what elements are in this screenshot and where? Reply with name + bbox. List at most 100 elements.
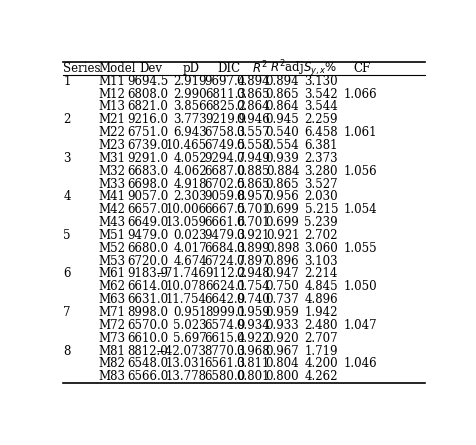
Text: 1.056: 1.056 [343, 165, 377, 178]
Text: M73: M73 [98, 332, 125, 345]
Text: 6614.0: 6614.0 [127, 280, 169, 293]
Text: 0.957: 0.957 [236, 190, 270, 203]
Text: Model: Model [98, 62, 136, 75]
Text: 6566.0: 6566.0 [127, 370, 169, 383]
Text: M22: M22 [98, 126, 125, 139]
Text: 6649.0: 6649.0 [127, 216, 169, 229]
Text: 6751.0: 6751.0 [127, 126, 169, 139]
Text: 8770.3: 8770.3 [205, 344, 246, 358]
Text: 8: 8 [63, 344, 70, 358]
Text: 10.465: 10.465 [166, 139, 207, 152]
Text: 0.959: 0.959 [236, 306, 270, 319]
Text: 6580.0: 6580.0 [205, 370, 246, 383]
Text: 2.259: 2.259 [305, 113, 338, 126]
Text: 6808.0: 6808.0 [127, 88, 169, 101]
Text: 0.737: 0.737 [266, 293, 299, 306]
Text: 9694.5: 9694.5 [127, 75, 169, 88]
Text: 2: 2 [63, 113, 70, 126]
Text: 0.947: 0.947 [266, 267, 299, 280]
Text: 0.811: 0.811 [237, 357, 270, 370]
Text: 0.939: 0.939 [266, 152, 299, 165]
Text: 9479.0: 9479.0 [127, 229, 169, 242]
Text: M53: M53 [98, 255, 125, 267]
Text: 4.200: 4.200 [304, 357, 338, 370]
Text: 1.055: 1.055 [343, 242, 377, 255]
Text: 4: 4 [63, 190, 71, 203]
Text: 0.865: 0.865 [236, 88, 270, 101]
Text: 0.949: 0.949 [236, 152, 270, 165]
Text: 3.773: 3.773 [173, 113, 207, 126]
Text: M83: M83 [98, 370, 125, 383]
Text: 0.701: 0.701 [236, 216, 270, 229]
Text: 6661.6: 6661.6 [205, 216, 246, 229]
Text: 6657.0: 6657.0 [127, 203, 169, 216]
Text: 10.006: 10.006 [166, 203, 207, 216]
Text: 0.967: 0.967 [266, 344, 299, 358]
Text: 1.942: 1.942 [305, 306, 338, 319]
Text: M23: M23 [98, 139, 125, 152]
Text: 0.921: 0.921 [236, 229, 270, 242]
Text: 6: 6 [63, 267, 71, 280]
Text: 7: 7 [63, 306, 71, 319]
Text: 8812.0: 8812.0 [128, 344, 169, 358]
Text: Dev: Dev [139, 62, 162, 75]
Text: 4.845: 4.845 [304, 280, 338, 293]
Text: M31: M31 [98, 152, 125, 165]
Text: 1.047: 1.047 [343, 319, 377, 332]
Text: 3.103: 3.103 [304, 255, 338, 267]
Text: M33: M33 [98, 178, 125, 190]
Text: 0.899: 0.899 [236, 242, 270, 255]
Text: 0.920: 0.920 [266, 332, 299, 345]
Text: 6610.0: 6610.0 [127, 332, 169, 345]
Text: 4.052: 4.052 [173, 152, 207, 165]
Text: 11.754: 11.754 [166, 293, 207, 306]
Text: M42: M42 [98, 203, 125, 216]
Text: 3.544: 3.544 [304, 101, 338, 113]
Text: 0.945: 0.945 [266, 113, 299, 126]
Text: M43: M43 [98, 216, 125, 229]
Text: 6642.9: 6642.9 [205, 293, 246, 306]
Text: 9219.9: 9219.9 [205, 113, 246, 126]
Text: 0.934: 0.934 [236, 319, 270, 332]
Text: 0.968: 0.968 [236, 344, 270, 358]
Text: 6624.1: 6624.1 [205, 280, 246, 293]
Text: 6561.3: 6561.3 [205, 357, 246, 370]
Text: 2.480: 2.480 [305, 319, 338, 332]
Text: 13.059: 13.059 [166, 216, 207, 229]
Text: 6667.5: 6667.5 [205, 203, 246, 216]
Text: 0.800: 0.800 [266, 370, 299, 383]
Text: M72: M72 [98, 319, 125, 332]
Text: 5.023: 5.023 [173, 319, 207, 332]
Text: 6702.5: 6702.5 [205, 178, 246, 190]
Text: 4.896: 4.896 [304, 293, 338, 306]
Text: M81: M81 [98, 344, 125, 358]
Text: 0.959: 0.959 [266, 306, 299, 319]
Text: 1.050: 1.050 [343, 280, 377, 293]
Text: M32: M32 [98, 165, 125, 178]
Text: 0.885: 0.885 [236, 165, 270, 178]
Text: 6698.0: 6698.0 [127, 178, 169, 190]
Text: 0.801: 0.801 [236, 370, 270, 383]
Text: 0.946: 0.946 [236, 113, 270, 126]
Text: 3.130: 3.130 [304, 75, 338, 88]
Text: 0.023: 0.023 [173, 229, 207, 242]
Text: M62: M62 [98, 280, 125, 293]
Text: 0.540: 0.540 [266, 126, 299, 139]
Text: 0.754: 0.754 [236, 280, 270, 293]
Text: 2.030: 2.030 [304, 190, 338, 203]
Text: 5.239: 5.239 [304, 216, 338, 229]
Text: 5.697: 5.697 [173, 332, 207, 345]
Text: 9479.3: 9479.3 [205, 229, 246, 242]
Text: 6825.2: 6825.2 [205, 101, 246, 113]
Text: DIC: DIC [218, 62, 241, 75]
Text: 0.740: 0.740 [236, 293, 270, 306]
Text: 9291.0: 9291.0 [127, 152, 169, 165]
Text: 1.046: 1.046 [343, 357, 377, 370]
Text: M41: M41 [98, 190, 125, 203]
Text: M21: M21 [98, 113, 125, 126]
Text: 1.066: 1.066 [343, 88, 377, 101]
Text: 9059.8: 9059.8 [205, 190, 246, 203]
Text: 6821.0: 6821.0 [128, 101, 169, 113]
Text: 0.804: 0.804 [266, 357, 299, 370]
Text: 9697.4: 9697.4 [205, 75, 246, 88]
